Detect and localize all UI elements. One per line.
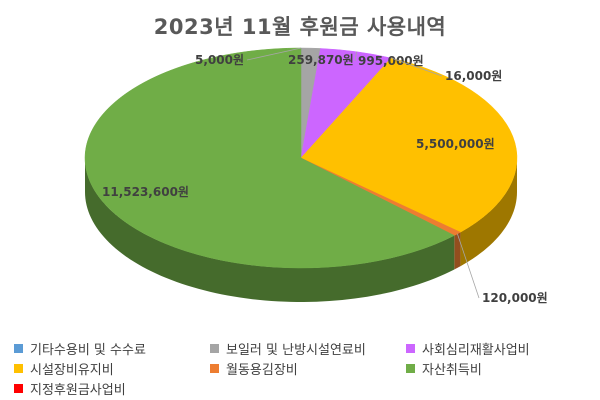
data-label-0: 5,000원: [195, 53, 244, 67]
legend-label: 월동용김장비: [226, 363, 298, 378]
legend-item-3: 시설장비유지비: [14, 360, 210, 378]
data-label-1: 259,870원: [288, 53, 354, 67]
legend-swatch: [406, 344, 415, 353]
data-label-3: 16,000원: [445, 69, 502, 83]
legend-item-5: 자산취득비: [406, 360, 594, 378]
legend-item-2: 사회심리재활사업비: [406, 340, 594, 358]
leader-line-3: [391, 57, 443, 77]
pie-slice-4: [300, 57, 518, 233]
legend-label: 사회심리재활사업비: [422, 343, 530, 358]
leader-line-5: [457, 233, 480, 299]
pie-data-labels: 5,000원 259,870원 995,000원 16,000원 5,500,000원 1…: [102, 47, 548, 305]
data-label-4: 5,500,000원: [416, 137, 495, 151]
legend-label: 자산취득비: [422, 363, 482, 378]
legend-label: 시설장비유지비: [30, 363, 114, 378]
legend-swatch: [14, 344, 23, 353]
legend-swatch: [210, 344, 219, 353]
pie-side-4: [460, 158, 517, 267]
pie-top: [84, 47, 518, 269]
pie-side-5: [454, 232, 461, 270]
leader-line-2: [354, 51, 357, 62]
legend-swatch: [406, 364, 415, 373]
legend-label: 보일러 및 난방시설연료비: [226, 343, 366, 358]
chart-title: 2023년 11월 후원금 사용내역: [153, 15, 447, 39]
pie-side-6: [85, 158, 455, 302]
legend-item-0: 기타수용비 및 수수료: [14, 340, 210, 358]
legend-label: 지정후원금사업비: [30, 383, 126, 398]
pie-slice-6: [84, 47, 455, 269]
legend-swatch: [14, 364, 23, 373]
data-label-5: 120,000원: [482, 291, 548, 305]
data-label-6: 11,523,600원: [102, 185, 189, 199]
legend-label: 기타수용비 및 수수료: [30, 343, 146, 358]
legend-swatch: [14, 384, 23, 393]
legend-swatch: [210, 364, 219, 373]
legend-item-6: 지정후원금사업비: [14, 380, 210, 398]
legend-item-4: 월동용김장비: [210, 360, 406, 378]
legend-item-1: 보일러 및 난방시설연료비: [210, 340, 406, 358]
leader-line-0: [246, 47, 302, 61]
pie-side-walls: [85, 158, 517, 302]
data-label-2: 995,000원: [358, 54, 424, 68]
